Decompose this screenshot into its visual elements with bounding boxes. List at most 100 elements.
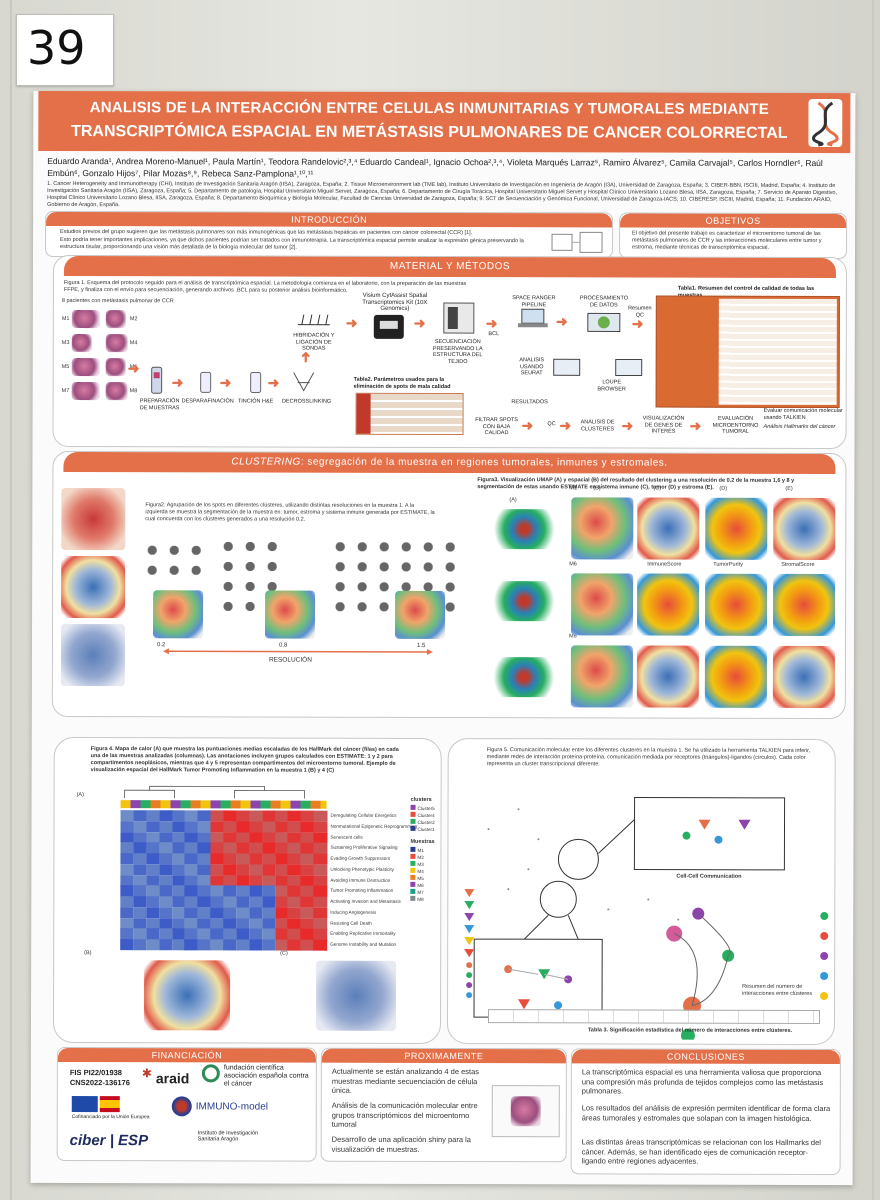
flow-arrow-icon: ➜ xyxy=(559,417,572,434)
funding-heading: FINANCIACIÓN xyxy=(57,1047,316,1063)
next-heading: PROXIMAMENTE xyxy=(321,1048,566,1064)
heatmap-cell xyxy=(300,821,315,833)
heatmap-cell xyxy=(158,928,173,941)
legend-muestra-item: M3 xyxy=(410,860,424,868)
heatmap-cell xyxy=(287,810,302,822)
heatmap-cell xyxy=(249,875,263,887)
heatmap-cell xyxy=(120,928,134,940)
heatmap-cell xyxy=(197,864,212,876)
flow-evaluacion: EVALUACIÓN MICROENTORNO TUMORAL xyxy=(712,415,759,435)
heatmap-cell xyxy=(146,885,160,897)
heatmap-cell xyxy=(146,853,160,865)
heatmap-cell xyxy=(133,885,147,897)
aecc-logo: fundación científica asociación española… xyxy=(223,1064,309,1088)
heatmap-cell xyxy=(210,875,224,887)
heatmap-cell xyxy=(159,821,173,833)
flow-bcl: BCL xyxy=(488,331,500,338)
laptop-icon xyxy=(517,308,548,328)
flow-arrow-icon: ➜ xyxy=(171,374,184,391)
flow-arrow-icon: ➜ xyxy=(521,417,534,434)
next-bullet-1: Actualmente se están analizando 4 de est… xyxy=(331,1066,480,1095)
heatmap-cell xyxy=(210,831,224,844)
heatmap-cell xyxy=(133,896,147,908)
heatmap-cell xyxy=(133,907,147,919)
spatial-m1-d xyxy=(705,497,768,560)
dendrogram xyxy=(124,785,306,799)
heatmap-row-label: Tumor Promoting Inflammation xyxy=(330,888,394,894)
heatmap-cell xyxy=(300,810,315,822)
heatmap-row-label: Avoiding Immune Destruction xyxy=(330,877,391,883)
heatmap-cell xyxy=(223,918,237,930)
heatmap-cell xyxy=(146,896,160,908)
heatmap-row-label: Deregulating Cellular Energetics xyxy=(330,812,397,818)
heatmap-cell xyxy=(300,907,314,919)
iisa-logo: Instituto de Investigación Sanitaria Ara… xyxy=(197,1130,259,1143)
heatmap-cell xyxy=(171,896,186,908)
heatmap-cell xyxy=(158,917,173,930)
heatmap-cell xyxy=(261,885,276,898)
heatmap xyxy=(120,810,328,952)
heatmap-cell xyxy=(274,896,289,909)
objectives-section: OBJETIVOS El objetivo del presente traba… xyxy=(618,212,848,260)
heatmap-cell xyxy=(287,907,302,919)
heatmap-cell xyxy=(120,864,134,876)
heatmap-cell xyxy=(236,939,250,951)
heatmap-cell xyxy=(261,928,276,941)
panel-label-d: (D) xyxy=(719,485,728,492)
heatmap-cell xyxy=(287,864,302,876)
flow-filtrar: FILTRAR SPOTS CON BAJA CALIDAD xyxy=(475,417,518,437)
fig2-caption: Figura2. Agrupación de los spots en dife… xyxy=(145,502,435,523)
heatmap-cell xyxy=(300,886,314,898)
flow-loupe: LOUPE BROWSER xyxy=(597,379,626,392)
objectives-heading: OBJETIVOS xyxy=(620,213,847,229)
next-bullet-2: Análisis de la comunicación molecular en… xyxy=(331,1100,478,1129)
panel-label-e: (E) xyxy=(785,485,793,492)
sequencer-icon xyxy=(443,302,475,334)
heatmap-cell xyxy=(146,874,160,887)
heatmap-cell xyxy=(197,874,212,887)
heatmap-cell xyxy=(171,917,186,930)
heatmap-row-label: Inducing Angiogenesis xyxy=(330,909,377,915)
heatmap-cell xyxy=(313,896,327,909)
heatmap-cell xyxy=(223,907,237,919)
cns-code: CNS2022-136176 xyxy=(69,1078,130,1088)
heatmap-cell xyxy=(248,939,263,952)
heatmap-cell xyxy=(274,918,289,930)
row-label-m1: M1 xyxy=(569,485,578,492)
immuno-logo: IMMUNO-model xyxy=(195,1101,269,1113)
heatmap-cell xyxy=(223,821,237,833)
sample-thumb xyxy=(105,358,126,377)
heatmap-cell xyxy=(313,875,327,887)
heatmap-cell xyxy=(274,875,289,887)
spatial-m6-e xyxy=(773,573,836,637)
heatmap-cell xyxy=(184,907,199,919)
heatmap-cell xyxy=(184,831,199,844)
conclusions-heading: CONCLUSIONES xyxy=(571,1049,840,1065)
jar-icon xyxy=(200,371,212,393)
resumen-note: Resumen del número de interacciones entr… xyxy=(742,983,813,997)
heatmap-cell xyxy=(159,842,173,854)
eu-flag-icon xyxy=(71,1096,98,1113)
heatmap-cell xyxy=(313,918,327,930)
heatmap-cell xyxy=(184,939,198,951)
intro-bullet-2: Esto podría tener importantes implicacio… xyxy=(60,236,524,251)
heatmap-cell xyxy=(313,886,327,898)
heatmap-cell xyxy=(300,939,314,952)
spatial-m8-d xyxy=(704,645,767,708)
heatmap-cell xyxy=(236,864,250,876)
heatmap-cell xyxy=(184,918,199,930)
intro-section: INTRODUCCIÓN Estudios previos del grupo … xyxy=(44,210,614,259)
heatmap-cell xyxy=(146,810,160,822)
poster-number: 39 xyxy=(27,21,86,75)
heatmap-cell xyxy=(300,929,314,941)
heatmap-cell xyxy=(145,939,160,951)
heatmap-cell xyxy=(313,853,327,866)
heatmap-cell xyxy=(171,939,186,951)
conclusions-bullet-3: Las distintas áreas transcriptómicas se … xyxy=(581,1137,821,1166)
heatmap-cell xyxy=(171,928,186,941)
heatmap-cell xyxy=(197,928,211,941)
heatmap-cell xyxy=(197,831,212,844)
heatmap-cell xyxy=(184,853,199,865)
heatmap-cell xyxy=(236,918,250,930)
affiliations: 1. Cancer Heterogeneity and Immunotherap… xyxy=(47,180,838,209)
